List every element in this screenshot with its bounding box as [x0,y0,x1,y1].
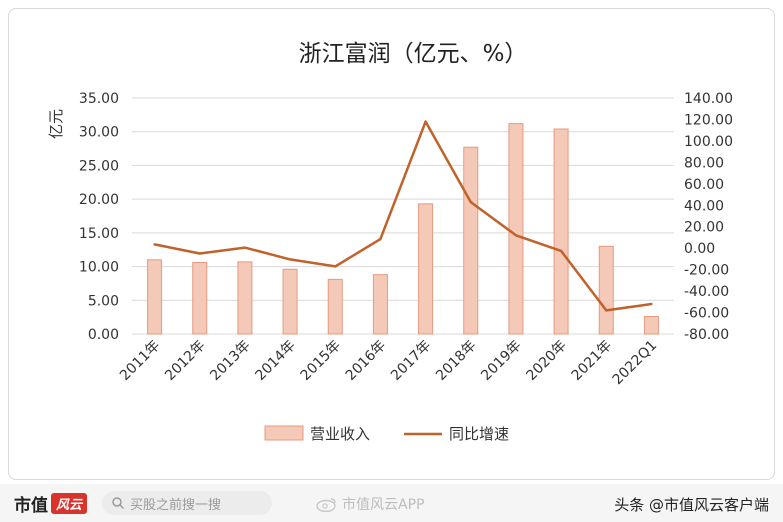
bar-revenue [237,261,253,335]
line-point [650,302,653,306]
line-point [379,237,382,241]
bar-revenue [372,274,388,335]
line-point [153,243,156,246]
left-tick-label: 20.00 [79,192,119,208]
brand-text: 市值 [14,495,48,516]
bar-revenue [192,262,208,335]
bar-revenue [418,203,434,335]
x-tick-label: 2019年 [478,338,524,384]
bar-revenue [327,278,343,335]
brand-badge: 风云 [51,492,88,514]
x-tick-label: 2016年 [343,338,389,384]
x-tick-label: 2011年 [117,338,163,384]
right-tick-label: -40.00 [684,284,729,300]
line-point [424,120,427,123]
right-tick-label: 60.00 [684,177,724,193]
right-tick-label: 100.00 [684,134,733,150]
legend-swatch-revenue [264,425,304,441]
line-point [605,309,608,312]
bar-revenue [553,128,569,335]
left-tick-label: 25.00 [79,158,119,174]
bar-revenue [598,245,614,335]
x-tick-label: 2021年 [569,338,615,384]
line-point [288,258,292,261]
right-tick-label: 0.00 [684,241,715,257]
left-tick-label: 0.00 [88,327,119,343]
y-axis-label: 亿元 [47,109,65,139]
x-tick-label: 2013年 [207,338,253,384]
left-tick-label: 10.00 [79,260,119,276]
search-icon [112,497,124,509]
line-point [469,200,472,204]
x-tick-label: 2017年 [388,338,434,384]
x-tick-label: 2012年 [162,338,208,384]
weibo-text: 市值风云APP [342,497,425,513]
weibo-watermark: 市值风云APP [316,494,424,514]
right-tick-label: 40.00 [684,198,724,214]
left-tick-label: 30.00 [79,125,119,141]
right-tick-label: -80.00 [684,327,729,343]
chart: 浙江富润（亿元、%） 亿元 0.00 5.00 10.00 15.00 20.00 25.00… [47,41,733,443]
bar-revenue [643,315,659,335]
left-tick-label: 15.00 [79,226,119,242]
right-tick-label: -60.00 [684,306,729,322]
x-tick-label: 2015年 [298,338,344,384]
x-tick-label: 2018年 [433,338,479,384]
weibo-icon [316,498,336,512]
x-tick-label: 2022Q1 [610,338,661,389]
line-point [334,265,337,268]
legend-label-growth: 同比增速 [449,425,509,443]
legend-label-revenue: 营业收入 [310,425,370,443]
bar-revenue [147,259,163,335]
right-tick-label: 80.00 [684,155,724,171]
chart-frame: 浙江富润（亿元、%） 亿元 0.00 5.00 10.00 15.00 20.00 25.00… [8,8,775,480]
line-point [514,234,518,237]
bar-revenue [282,268,298,335]
search-input[interactable]: 买股之前搜一搜 [102,491,272,515]
author-credit: 头条 @市值风云客户端 [614,496,769,514]
right-tick-label: -20.00 [684,263,729,279]
right-tick-label: 140.00 [684,91,733,107]
x-tick-label: 2020年 [523,338,569,384]
bar-revenue [463,146,479,335]
line-point [198,252,201,255]
footer-bar: 市值 风云 买股之前搜一搜 市值风云APP 头条 @市值风云客户端 [0,484,783,522]
brand-logo[interactable]: 市值 风云 [14,490,88,516]
right-tick-label: 120.00 [684,112,733,128]
left-tick-label: 35.00 [79,91,119,107]
left-tick-label: 5.00 [88,293,119,309]
chart-title: 浙江富润（亿元、%） [299,41,528,67]
line-point [559,249,563,253]
line-point [243,246,247,249]
bar-revenue [508,123,524,335]
line-growth [154,120,652,312]
x-tick-label: 2014年 [252,338,298,384]
right-tick-label: 20.00 [684,220,724,236]
search-placeholder: 买股之前搜一搜 [130,497,222,513]
